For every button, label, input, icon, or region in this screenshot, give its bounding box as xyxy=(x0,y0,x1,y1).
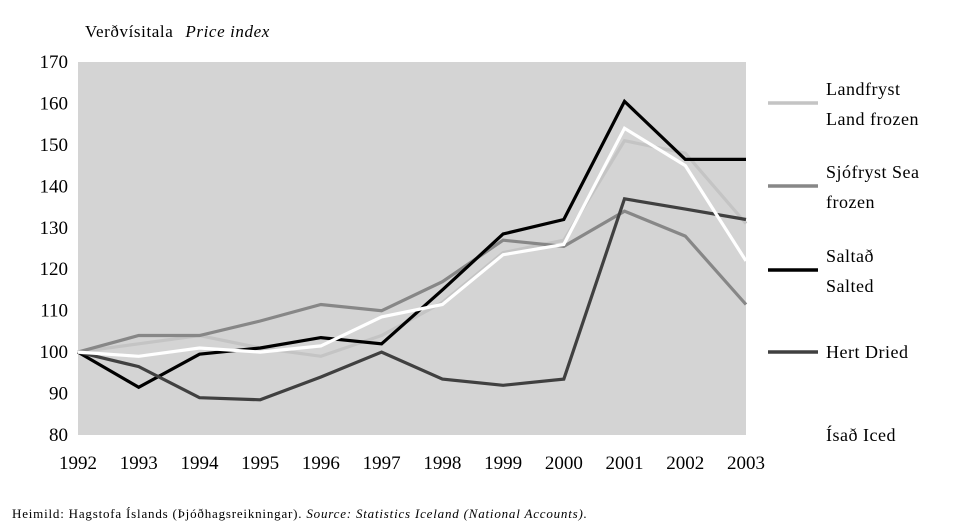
y-tick-label: 100 xyxy=(40,342,69,363)
x-tick-label: 1999 xyxy=(484,453,522,474)
x-tick-label: 1992 xyxy=(59,453,97,474)
legend: Landfryst Land frozen Sjófryst Sea frozen Sa… xyxy=(768,79,920,445)
legend-label: Sjófryst Sea xyxy=(826,162,920,182)
y-tick-label: 120 xyxy=(40,259,69,280)
y-axis-title: Verðvísitala Price index xyxy=(85,22,270,41)
y-tick-label: 170 xyxy=(40,52,69,73)
series-line-2 xyxy=(77,98,746,390)
source-is: Heimild: Hagstofa Íslands (Þjóðhagsreikn… xyxy=(12,506,306,521)
x-tick-label: 2002 xyxy=(666,453,704,474)
x-tick-label: 2001 xyxy=(606,453,644,474)
x-tick-label: 1997 xyxy=(363,453,401,474)
legend-label: Saltað xyxy=(826,246,874,266)
y-tick-label: 130 xyxy=(40,218,69,239)
y-axis-title-en: Price index xyxy=(184,22,269,41)
legend-label: Land frozen xyxy=(826,109,919,129)
legend-item: Landfryst Land frozen xyxy=(768,79,919,129)
y-tick-label: 110 xyxy=(40,301,68,322)
legend-label: Hert Dried xyxy=(826,342,908,362)
y-tick-label: 160 xyxy=(40,93,69,114)
plot-area xyxy=(78,62,746,435)
y-tick-label: 90 xyxy=(49,384,68,405)
y-tick-label: 140 xyxy=(40,176,69,197)
x-tick-label: 1998 xyxy=(423,453,461,474)
series-line-4 xyxy=(77,126,748,358)
series-line-3 xyxy=(77,196,747,402)
x-tick-label: 1995 xyxy=(241,453,279,474)
y-axis: 80 90 100 110 120 130 140 150 160 170 xyxy=(40,52,69,446)
x-axis: 1992 1993 1994 1995 1996 1997 1998 1999 2000 2001… xyxy=(59,453,765,474)
legend-label: Salted xyxy=(826,276,874,296)
legend-item: Hert Dried xyxy=(768,342,908,362)
series-line-1 xyxy=(77,209,748,354)
legend-item: Sjófryst Sea frozen xyxy=(768,162,920,212)
x-tick-label: 2003 xyxy=(727,453,765,474)
x-tick-label: 1993 xyxy=(120,453,158,474)
legend-item: Ísað Iced xyxy=(768,424,896,445)
x-tick-label: 1994 xyxy=(180,453,219,474)
y-tick-label: 150 xyxy=(40,135,69,156)
svg-text:Heimild: Hagstofa Íslands (Þjó: Heimild: Hagstofa Íslands (Þjóðhagsreikn… xyxy=(12,506,588,521)
y-axis-title-is: Verðvísitala xyxy=(85,22,173,41)
legend-item: Saltað Salted xyxy=(768,246,874,296)
legend-label: frozen xyxy=(826,192,875,212)
x-tick-label: 2000 xyxy=(545,453,583,474)
legend-label: Landfryst xyxy=(826,79,900,99)
source-en: Source: Statistics Iceland (National Acc… xyxy=(306,506,587,521)
source-note: Heimild: Hagstofa Íslands (Þjóðhagsreikn… xyxy=(12,506,588,521)
x-tick-label: 1996 xyxy=(302,453,340,474)
series-lines xyxy=(77,98,748,402)
legend-label: Ísað Iced xyxy=(826,424,896,445)
y-tick-label: 80 xyxy=(49,425,68,446)
